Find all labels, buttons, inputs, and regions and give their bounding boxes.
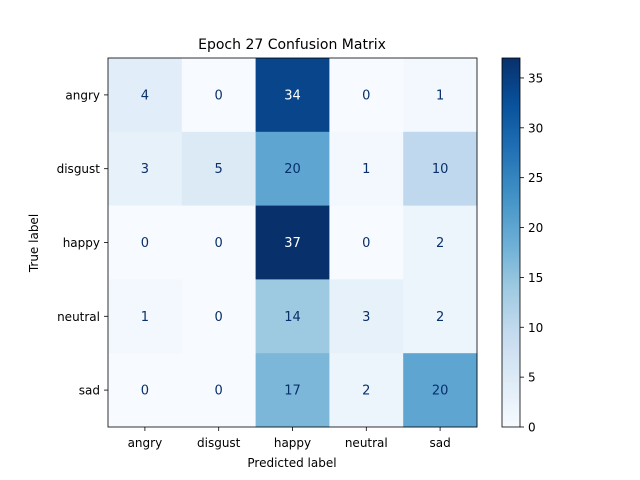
heatmap-cell — [329, 205, 404, 280]
y-tick-label: neutral — [57, 310, 100, 324]
colorbar-tick-label: 10 — [528, 321, 543, 335]
heatmap-cell — [181, 279, 257, 354]
colorbar-tick-label: 25 — [528, 171, 543, 185]
colorbar-ticks: 0 5 10 15 20 25 30 35 — [520, 71, 543, 435]
y-axis-label: True label — [27, 214, 41, 273]
x-tick-label: angry — [128, 436, 163, 450]
heatmap-cell — [255, 58, 330, 133]
heatmap-cell — [255, 279, 330, 354]
x-axis-ticks: angry disgust happy neutral sad — [128, 427, 451, 450]
x-tick-label: disgust — [197, 436, 241, 450]
heatmap-cell — [181, 205, 257, 280]
heatmap-cell — [403, 279, 478, 354]
heatmap-cells — [108, 58, 478, 428]
colorbar-tick-label: 0 — [528, 421, 536, 435]
heatmap-cell — [108, 131, 183, 207]
y-tick-label: sad — [79, 384, 100, 398]
heatmap-cell — [255, 353, 330, 428]
cell-value-label: 0 — [215, 384, 223, 399]
cell-value-label: 20 — [432, 384, 449, 399]
cell-value-label: 0 — [141, 384, 149, 399]
colorbar-tick-label: 35 — [528, 71, 543, 85]
cell-value-label: 2 — [436, 310, 444, 325]
heatmap-cell — [108, 279, 183, 354]
heatmap-cell — [403, 353, 478, 428]
heatmap-cell — [329, 279, 404, 354]
y-tick-label: happy — [63, 236, 100, 250]
colorbar-tick-label: 20 — [528, 221, 543, 235]
heatmap-cell — [108, 353, 183, 428]
heatmap-cell — [329, 58, 404, 133]
cell-value-label: 2 — [436, 236, 444, 251]
y-tick-label: disgust — [57, 162, 101, 176]
chart-title: Epoch 27 Confusion Matrix — [198, 37, 386, 53]
heatmap-cell — [181, 353, 257, 428]
heatmap-cell — [403, 205, 478, 280]
cell-value-label: 1 — [362, 162, 370, 177]
cell-value-labels: 4 0 34 0 13 5 20 1 100 0 37 0 21 0 14 3 20 0 17 2 20 — [141, 88, 449, 398]
heatmap-cell — [108, 58, 183, 133]
cell-value-label: 0 — [215, 88, 223, 103]
y-tick-label: angry — [65, 88, 100, 102]
cell-value-label: 1 — [141, 310, 149, 325]
heatmap-cell — [181, 58, 257, 133]
cell-value-label: 5 — [215, 162, 223, 177]
heatmap-cell — [108, 205, 183, 280]
cell-value-label: 10 — [432, 162, 449, 177]
heatmap-cell — [255, 205, 330, 280]
cell-value-label: 0 — [141, 236, 149, 251]
cell-value-label: 34 — [284, 88, 301, 103]
cell-value-label: 2 — [362, 384, 370, 399]
heatmap-cell — [329, 353, 404, 428]
colorbar-tick-label: 5 — [528, 371, 536, 385]
heatmap-cell — [255, 131, 330, 207]
heatmap-cell — [181, 131, 257, 207]
heatmap-cell — [329, 131, 404, 207]
x-axis-label: Predicted label — [247, 456, 336, 470]
cell-value-label: 17 — [284, 384, 301, 399]
cell-value-label: 4 — [141, 88, 149, 103]
cell-value-label: 20 — [284, 162, 301, 177]
heatmap-cell — [403, 131, 478, 207]
cell-value-label: 37 — [284, 236, 301, 251]
cell-value-label: 0 — [215, 310, 223, 325]
cell-value-label: 14 — [284, 310, 301, 325]
x-tick-label: happy — [274, 436, 311, 450]
colorbar-tick-label: 15 — [528, 271, 543, 285]
cell-value-label: 0 — [362, 88, 370, 103]
cell-value-label: 0 — [215, 236, 223, 251]
y-axis-ticks: angry disgust happy neutral sad — [57, 88, 108, 398]
x-tick-label: neutral — [345, 436, 388, 450]
cell-value-label: 3 — [362, 310, 370, 325]
x-tick-label: sad — [429, 436, 450, 450]
cell-value-label: 0 — [362, 236, 370, 251]
colorbar — [501, 57, 521, 428]
cell-value-label: 3 — [141, 162, 149, 177]
colorbar-tick-label: 30 — [528, 121, 543, 135]
heatmap-cell — [403, 58, 478, 133]
cell-value-label: 1 — [436, 88, 444, 103]
